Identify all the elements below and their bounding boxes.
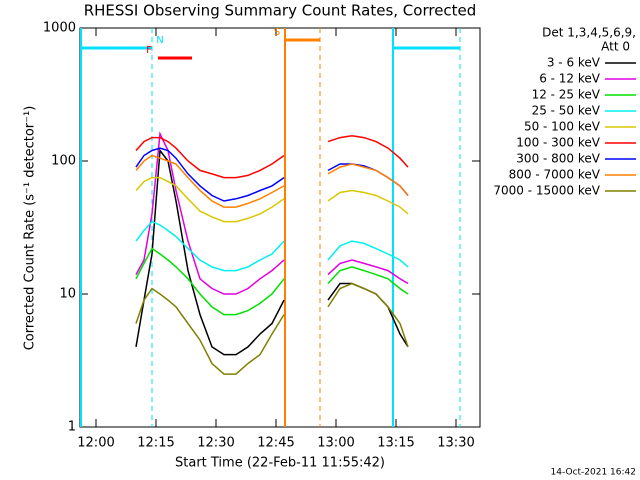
x-tick-label: 12:30: [197, 436, 234, 451]
x-tick-label: 13:00: [317, 436, 354, 451]
series-line: [135, 282, 409, 375]
chart-title: RHESSI Observing Summary Count Rates, Co…: [84, 2, 477, 20]
y-tick-label: 1000: [43, 21, 76, 36]
series-line: [135, 131, 409, 295]
y-tick-label: 100: [51, 154, 76, 169]
series-line: [135, 176, 409, 223]
legend-label: 800 - 7000 keV: [509, 168, 601, 182]
x-tick-label: 13:30: [437, 436, 474, 451]
legend-label: 3 - 6 keV: [547, 56, 601, 70]
x-axis-label: Start Time (22-Feb-11 11:55:42): [175, 456, 385, 471]
footer: 14-Oct-2021 16:42: [551, 468, 636, 478]
x-tick-label: 13:15: [377, 436, 414, 451]
series-line: [135, 134, 409, 179]
x-tick-label: 12:15: [137, 436, 174, 451]
x-tick-label: 12:45: [257, 436, 294, 451]
legend-label: 100 - 300 keV: [516, 136, 600, 150]
interval-label: N: [156, 35, 163, 46]
series-line: [135, 154, 409, 208]
legend-label: 7000 - 15000 keV: [493, 184, 600, 198]
legend-label: 25 - 50 keV: [532, 104, 601, 118]
legend-header: Det 1,3,4,5,6,9,: [542, 26, 636, 40]
legend-label: 50 - 100 keV: [524, 120, 601, 134]
legend-header: Att 0: [601, 40, 630, 54]
legend-label: 6 - 12 keV: [539, 72, 601, 86]
legend-label: 300 - 800 keV: [516, 152, 600, 166]
y-axis-label: Corrected Count Rate (s⁻¹ detector⁻¹): [23, 106, 38, 351]
interval-label: F: [146, 45, 152, 56]
series-line: [135, 247, 409, 316]
legend-label: 12 - 25 keV: [532, 88, 601, 102]
interval-label: S: [274, 27, 280, 38]
y-tick-label: 10: [59, 287, 76, 302]
y-tick-label: 1: [68, 420, 76, 435]
series-line: [135, 220, 409, 272]
x-tick-label: 12:00: [77, 436, 114, 451]
